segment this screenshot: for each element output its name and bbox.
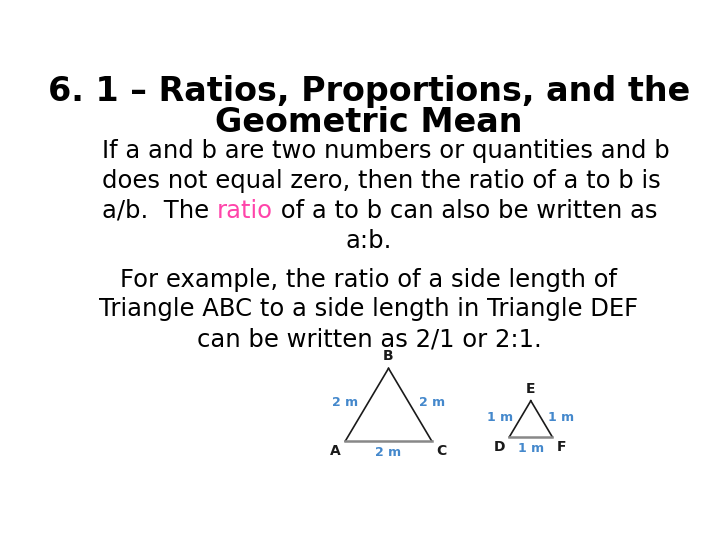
Text: can be written as 2/1 or 2:1.: can be written as 2/1 or 2:1. [197, 327, 541, 352]
Text: ratio: ratio [217, 199, 273, 222]
Text: If a and b are two numbers or quantities and b: If a and b are two numbers or quantities… [102, 139, 670, 163]
Text: 6. 1 – Ratios, Proportions, and the: 6. 1 – Ratios, Proportions, and the [48, 75, 690, 108]
Text: 2 m: 2 m [375, 446, 402, 459]
Text: For example, the ratio of a side length of: For example, the ratio of a side length … [120, 267, 618, 292]
Text: of a to b can also be written as: of a to b can also be written as [273, 199, 657, 222]
Text: does not equal zero, then the ratio of a to b is: does not equal zero, then the ratio of a… [102, 168, 661, 193]
Text: a/b.  The: a/b. The [102, 199, 217, 222]
Text: A: A [330, 444, 341, 458]
Text: B: B [383, 349, 394, 363]
Text: Triangle ABC to a side length in Triangle DEF: Triangle ABC to a side length in Triangl… [99, 298, 639, 321]
Text: D: D [493, 440, 505, 454]
Text: 2 m: 2 m [332, 396, 358, 409]
Text: E: E [526, 382, 536, 396]
Text: 1 m: 1 m [548, 411, 575, 424]
Text: Geometric Mean: Geometric Mean [215, 106, 523, 139]
Text: C: C [436, 444, 446, 458]
Text: 1 m: 1 m [518, 442, 544, 455]
Text: 2 m: 2 m [419, 396, 445, 409]
Text: a:b.: a:b. [346, 228, 392, 253]
Text: 1 m: 1 m [487, 411, 513, 424]
Text: F: F [557, 440, 566, 454]
